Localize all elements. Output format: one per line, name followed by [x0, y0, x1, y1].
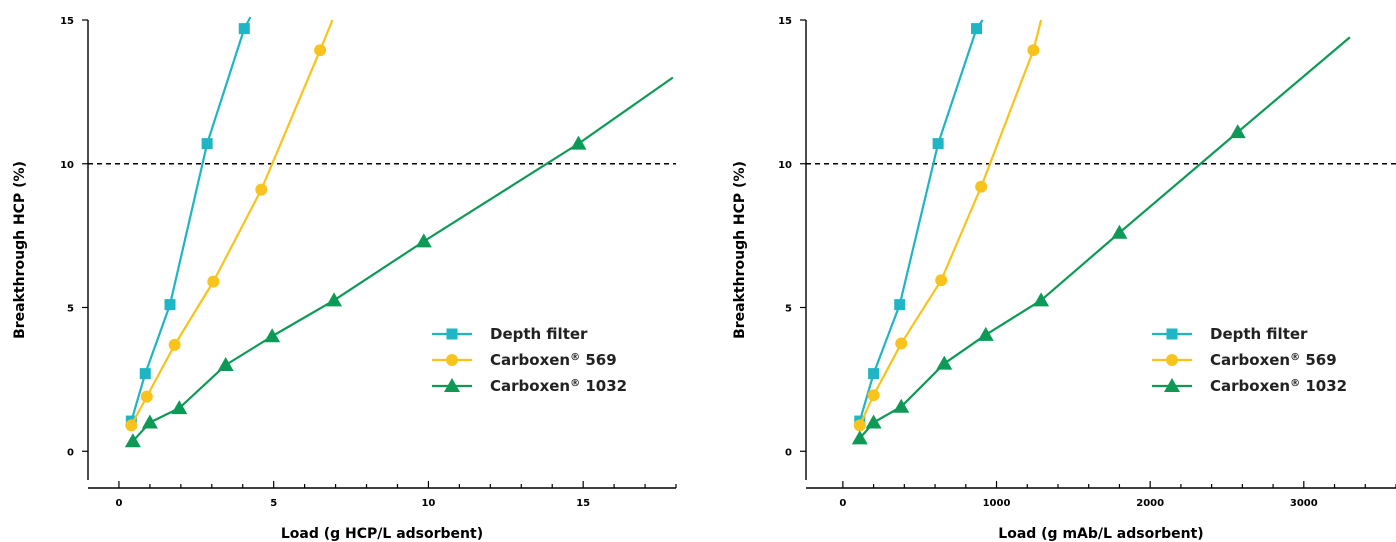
- data-point-triangle: [570, 135, 587, 150]
- x-tick-label: 1000: [983, 498, 1011, 509]
- legend-label: Depth filter: [1210, 325, 1308, 343]
- legend-item: Carboxen® 569: [1152, 351, 1337, 369]
- legend-marker: [1166, 354, 1178, 366]
- data-point-triangle: [326, 292, 343, 307]
- series-square: [854, 19, 984, 427]
- data-point-triangle: [936, 355, 953, 370]
- legend-label: Depth filter: [490, 325, 588, 343]
- series-circle: [125, 19, 334, 432]
- legend-marker: [1166, 328, 1178, 340]
- data-point-circle: [314, 44, 327, 57]
- legend-marker: [446, 328, 458, 340]
- y-tick-label: 15: [60, 16, 74, 27]
- x-tick-label: 0: [839, 498, 846, 509]
- series-line: [858, 19, 1043, 426]
- x-tick-label: 10: [421, 498, 435, 509]
- data-point-square: [894, 299, 906, 311]
- x-tick-label: 2000: [1136, 498, 1164, 509]
- legend-marker: [444, 378, 460, 392]
- y-tick-label: 5: [785, 304, 792, 315]
- legend-label: Carboxen® 569: [1210, 351, 1337, 369]
- series-triangle: [124, 76, 674, 448]
- data-point-triangle: [141, 414, 158, 429]
- legend-label: Carboxen® 569: [490, 351, 617, 369]
- data-point-triangle: [415, 233, 432, 248]
- y-tick-label: 5: [67, 304, 74, 315]
- data-point-triangle: [1229, 124, 1246, 139]
- legend-item: Carboxen® 1032: [1152, 377, 1347, 395]
- legend-item: Depth filter: [432, 325, 588, 343]
- x-tick-label: 15: [576, 498, 590, 509]
- data-point-circle: [125, 419, 138, 432]
- series-triangle: [851, 36, 1351, 445]
- legend-label: Carboxen® 1032: [1210, 377, 1347, 395]
- data-point-square: [238, 23, 250, 35]
- x-tick-label: 3000: [1290, 498, 1318, 509]
- x-tick-label: 0: [115, 498, 122, 509]
- legend-label: Carboxen® 1032: [490, 377, 627, 395]
- data-point-circle: [853, 419, 866, 432]
- data-point-square: [164, 299, 176, 311]
- series-square: [125, 16, 252, 427]
- data-point-circle: [895, 337, 908, 350]
- data-point-circle: [867, 389, 880, 402]
- data-point-square: [201, 138, 213, 150]
- data-point-circle: [207, 275, 220, 288]
- series-line: [130, 19, 334, 426]
- data-point-circle: [255, 183, 268, 196]
- legend-item: Carboxen® 1032: [432, 377, 627, 395]
- data-point-triangle: [977, 326, 994, 341]
- legend-item: Carboxen® 569: [432, 351, 617, 369]
- chart-panel-2: 0 5 10 15 0 1000 2000 3000 Load (g mAb/L adsorbe…: [732, 16, 1396, 542]
- legend-item: Depth filter: [1152, 325, 1308, 343]
- y-tick-label: 0: [67, 447, 74, 458]
- x-tick-label: 5: [270, 498, 277, 509]
- data-point-triangle: [217, 357, 234, 371]
- y-axis-title: Breakthrough HCP (%): [12, 161, 28, 339]
- chart-panel-1: 0 5 10 15 0 5 10 15 Load (g HCP/L adsorbent) Brea…: [12, 16, 677, 542]
- data-point-circle: [140, 390, 153, 403]
- data-point-triangle: [1111, 224, 1128, 239]
- data-point-square: [971, 23, 983, 35]
- x-axis-title: Load (g mAb/L adsorbent): [998, 526, 1203, 542]
- data-point-triangle: [865, 414, 882, 429]
- data-point-triangle: [264, 328, 281, 343]
- x-axis-title: Load (g HCP/L adsorbent): [281, 526, 483, 542]
- data-point-square: [139, 368, 151, 380]
- y-tick-label: 0: [785, 447, 792, 458]
- y-axis-title: Breakthrough HCP (%): [732, 161, 748, 339]
- data-point-triangle: [893, 398, 910, 413]
- y-tick-label: 10: [60, 160, 74, 171]
- data-point-triangle: [851, 430, 868, 445]
- data-point-circle: [935, 274, 948, 287]
- legend-marker: [446, 354, 458, 366]
- data-point-circle: [168, 338, 181, 351]
- series-circle: [853, 19, 1043, 432]
- y-tick-label: 10: [778, 160, 792, 171]
- data-point-triangle: [171, 400, 188, 415]
- y-tick-label: 15: [778, 16, 792, 27]
- data-point-triangle: [1033, 292, 1050, 307]
- data-point-circle: [975, 180, 988, 193]
- series-line: [858, 19, 984, 422]
- data-point-triangle: [124, 433, 141, 448]
- data-point-circle: [1027, 44, 1040, 57]
- data-point-square: [932, 138, 944, 150]
- data-point-square: [868, 368, 880, 380]
- legend-marker: [1164, 378, 1180, 392]
